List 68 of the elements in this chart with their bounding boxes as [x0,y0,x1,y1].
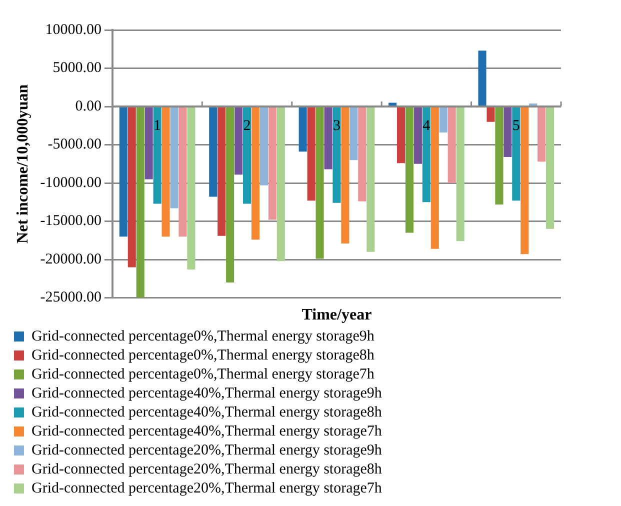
bar [170,107,178,208]
y-tick-label: -20000.00 [40,251,102,268]
x-tick-label: 1 [154,118,162,134]
y-tick-label: -15000.00 [40,213,102,230]
bar [226,107,234,282]
y-axis-title: Net income/10,000yuan [14,84,32,244]
bar [538,107,546,162]
bar [209,107,218,197]
bar [414,107,422,164]
bar [119,107,128,237]
x-tick-label: 3 [332,118,340,134]
legend-label: Grid-connected percentage40%,Thermal energy storage7h [32,423,382,440]
legend-label: Grid-connected percentage20%,Thermal energy storage9h [32,442,382,458]
legend-label: Grid-connected percentage40%,Thermal energy storage8h [32,404,382,420]
bar [512,107,520,201]
bar [341,107,350,244]
bar [358,107,366,202]
y-tick-label: -5000.00 [48,136,102,153]
bar [234,107,243,175]
bar [405,107,414,233]
bar [478,50,486,106]
legend-label: Grid-connected percentage20%,Thermal energy storage8h [32,461,382,478]
bar [187,107,196,270]
bar [366,107,375,252]
legend-label: Grid-connected percentage0%,Thermal energy storage9h [32,328,375,344]
bar [332,107,341,203]
bar [439,107,448,133]
bar [276,107,285,262]
x-tick-label: 4 [422,118,431,134]
y-tick-label: 0.00 [75,98,102,114]
bar [422,107,430,202]
x-axis-title: Time/year [302,306,372,324]
bar [316,107,324,259]
bar [153,107,162,204]
bar [546,107,554,229]
bar [218,107,226,236]
bar [388,102,397,106]
y-tick-label: 5000.00 [52,60,102,76]
y-tick-label: -10000.00 [40,174,102,191]
bar [128,107,136,268]
bar [298,107,307,152]
bar [162,107,170,237]
bar [495,107,504,204]
bar [251,107,260,240]
y-tick-label: -25000.00 [40,290,102,306]
legend-label: Grid-connected percentage0%,Thermal energy storage8h [32,347,375,364]
bar [504,107,512,158]
legend-label: Grid-connected percentage0%,Thermal energy storage7h [32,366,375,382]
bar [268,107,276,220]
y-tick-label: 10000.00 [45,22,102,38]
bar [350,107,358,160]
bar [324,107,332,170]
bar [456,107,464,242]
bar [242,107,252,204]
bar [178,107,187,237]
bar [430,107,439,249]
bar [136,107,144,298]
legend-label: Grid-connected percentage20%,Thermal energy storage7h [32,480,382,496]
x-tick-label: 2 [243,118,251,134]
x-tick-label: 5 [512,118,520,134]
bar [520,107,529,254]
bar [486,107,495,122]
bar [307,107,316,201]
bar [396,107,406,164]
bar [448,107,456,184]
bar [260,107,268,186]
legend-label: Grid-connected percentage40%,Thermal energy storage9h [32,385,382,402]
bar [144,107,153,180]
